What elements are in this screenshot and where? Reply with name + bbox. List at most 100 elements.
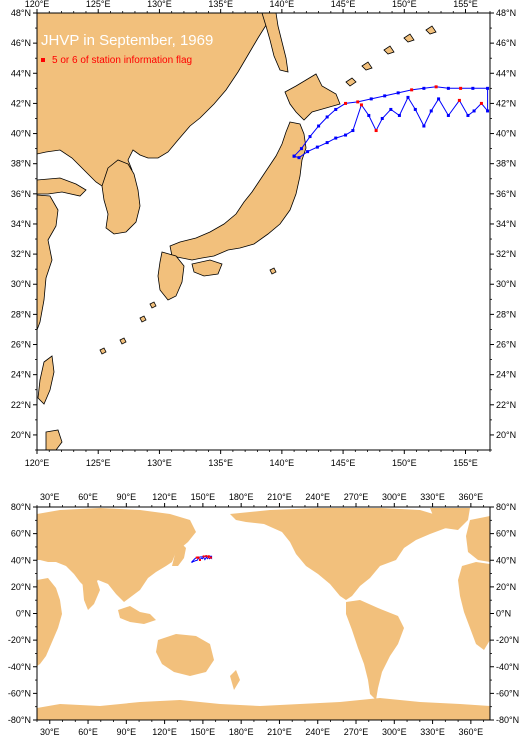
lat-label-right: 30°N [496,279,516,289]
station-point [466,113,470,117]
lon-label-bottom: 120°E [25,458,50,468]
flagged-station [479,101,483,105]
kurils [345,25,437,87]
lon-label-bottom: 130°E [147,458,172,468]
eurasia [37,508,196,602]
station-point [486,86,490,90]
global-flagged-station [207,556,210,559]
global-lat-label-left: 40°N [11,555,31,565]
global-flagged-station [202,555,205,558]
ryukyu [99,267,277,355]
lat-label-left: 44°N [11,68,31,78]
lat-label-right: 22°N [496,400,516,410]
global-lat-label-right: 60°N [496,529,516,539]
station-point [396,91,400,95]
station-point [422,86,426,90]
station-point [315,145,319,149]
lon-label-bottom: 145°E [331,458,356,468]
flagged-station [459,86,463,90]
lon-label-top: 120°E [25,0,50,9]
global-lon-label-bottom: 240°E [305,727,330,737]
flagged-station [359,103,363,107]
antarctica [37,698,490,720]
global-lat-label-right: 40°N [496,555,516,565]
lon-label-bottom: 125°E [86,458,111,468]
global-lon-label-bottom: 120°E [152,727,177,737]
lat-label-right: 34°N [496,219,516,229]
india [82,578,100,610]
lon-label-bottom: 135°E [208,458,233,468]
global-flagged-station [198,558,201,561]
station-point [344,133,348,137]
lat-label-left: 48°N [11,8,31,18]
global-lon-label-bottom: 90°E [117,727,137,737]
station-point [308,135,312,139]
flagged-station [457,98,461,102]
global-lat-axis: 80°N 80°N 60°N 60°N 40°N 40°N 20°N 20°N 0°N 0°N -2… [8,502,519,725]
station-point [446,113,450,117]
global-lon-label-top: 360°E [459,492,484,502]
global-lat-label-left: -40°N [8,662,31,672]
lat-label-left: 32°N [11,249,31,259]
lon-label-bottom: 155°E [453,458,478,468]
hokkaido [284,73,341,121]
lat-label-right: 32°N [496,249,516,259]
global-lon-label-top: 60°E [78,492,98,502]
global-lon-label-top: 210°E [267,492,292,502]
lat-label-left: 28°N [11,309,31,319]
global-map-land [37,508,490,720]
lat-label-right: 26°N [496,340,516,350]
station-point [297,156,301,160]
global-flagged-station [205,555,208,558]
station-point [413,107,417,111]
lon-label-top: 135°E [208,0,233,9]
lat-label-left: 20°N [11,430,31,440]
global-lon-label-top: 270°E [344,492,369,502]
lat-label-right: 46°N [496,38,516,48]
global-lon-axis: 30°E 30°E 60°E 60°E 90°E 90°E 120°E 120°E 150°E 1… [36,492,485,737]
global-lon-label-top: 180°E [229,492,254,502]
asia-mainland [37,13,276,193]
regional-map: JHVP in September, 1969 5 or 6 of statio… [11,0,516,468]
global-lat-label-right: 80°N [496,502,516,512]
station-point [446,86,450,90]
global-lat-label-right: 20°N [496,582,516,592]
lon-label-bottom: 140°E [270,458,295,468]
taiwan [37,355,55,405]
station-point [351,129,355,133]
flagged-station [356,100,360,104]
station-point [383,94,387,98]
flagged-station [410,88,414,92]
indonesia [118,606,156,624]
station-point [422,124,426,128]
flagged-station [374,129,378,133]
station-point [369,97,373,101]
global-lat-label-left: -80°N [8,715,31,725]
global-lon-label-bottom: 210°E [267,727,292,737]
greenland [430,508,470,530]
lat-label-left: 22°N [11,400,31,410]
africa [37,578,62,666]
lat-label-right: 24°N [496,370,516,380]
china-south [37,194,59,331]
lat-label-left: 46°N [11,38,31,48]
global-lon-label-bottom: 270°E [344,727,369,737]
global-lat-label-left: -20°N [8,635,31,645]
global-lon-label-top: 90°E [117,492,137,502]
lat-label-right: 40°N [496,129,516,139]
lat-label-left: 26°N [11,340,31,350]
global-flagged-station [197,556,200,559]
kyushu [157,251,185,301]
global-lat-label-right: -80°N [496,715,519,725]
flagged-station [344,101,348,105]
regional-lon-axis: 120°E 120°E 125°E 125°E 130°E 130°E 135°E 135°E… [25,0,491,468]
cruise-track [292,85,490,160]
global-flagged-station [207,555,210,558]
lon-label-top: 140°E [270,0,295,9]
station-point [334,107,338,111]
japan-small [172,544,186,566]
station-point [334,136,338,140]
map-title: JHVP in September, 1969 [41,32,213,49]
lat-label-left: 40°N [11,129,31,139]
lon-label-top: 145°E [331,0,356,9]
